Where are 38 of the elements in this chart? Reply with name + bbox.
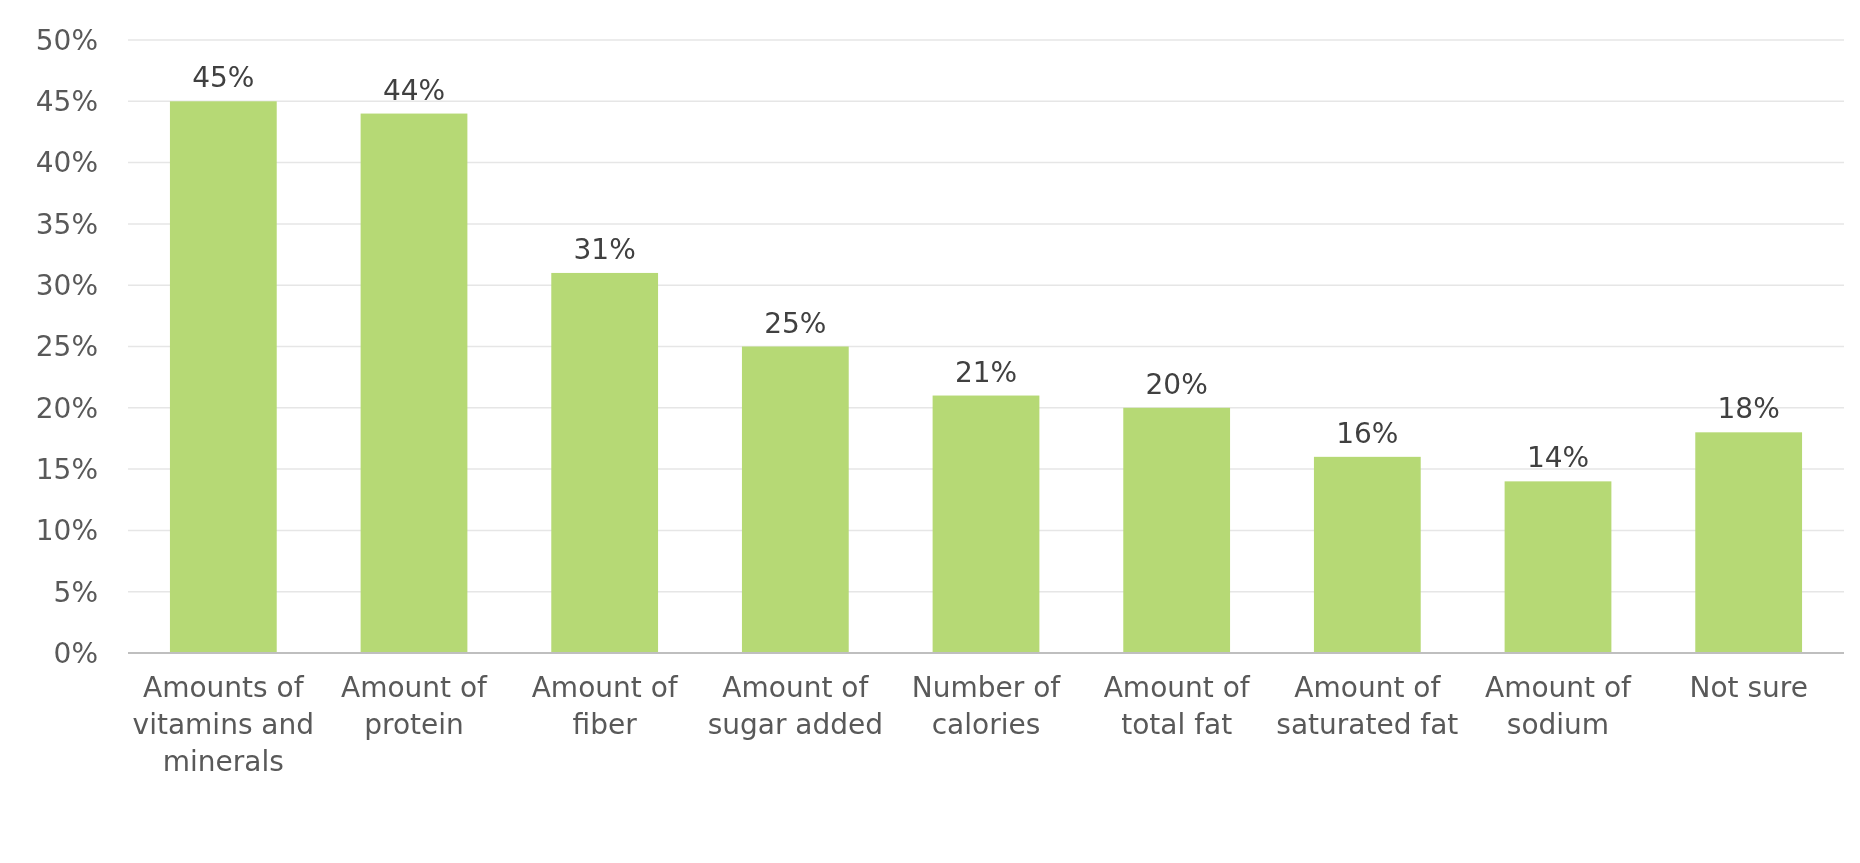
- y-tick-label: 40%: [35, 146, 98, 180]
- x-tick-label: Amount of total fat: [1103, 671, 1251, 741]
- y-tick-label: 30%: [35, 269, 98, 302]
- data-label: 18%: [1717, 392, 1780, 426]
- bar: [1695, 432, 1803, 653]
- bar: [741, 346, 849, 653]
- y-tick-label: 25%: [35, 330, 98, 364]
- y-tick-label: 35%: [35, 207, 98, 241]
- data-label: 44%: [382, 73, 446, 107]
- x-tick-label: Amount of fiber: [531, 671, 679, 741]
- x-tick-label: Number of calories: [911, 671, 1062, 741]
- y-tick-label: 45%: [35, 85, 98, 119]
- bar: [551, 272, 659, 653]
- x-tick-label: Amount of saturated fat: [1276, 671, 1459, 741]
- data-label: 16%: [1336, 416, 1399, 450]
- y-tick-label: 50%: [35, 23, 98, 57]
- x-tick-label: Not sure: [1689, 671, 1808, 704]
- bar: [1504, 481, 1612, 653]
- y-tick-label: 5%: [53, 575, 98, 609]
- data-label: 14%: [1526, 441, 1590, 475]
- bar: [360, 113, 468, 653]
- bar: [932, 395, 1040, 653]
- bar: [169, 101, 277, 653]
- data-label: 20%: [1145, 367, 1208, 401]
- x-tick-label: Amount of protein: [341, 671, 489, 741]
- data-label: 45%: [192, 61, 255, 95]
- data-label: 31%: [573, 232, 636, 266]
- bar: [1313, 456, 1421, 653]
- data-label: 25%: [764, 306, 827, 340]
- y-tick-label: 10%: [35, 514, 98, 548]
- data-label: 21%: [954, 355, 1018, 389]
- x-tick-label: Amounts of vitamins and minerals: [132, 671, 315, 778]
- x-tick-label: Amount of sodium: [1485, 671, 1633, 741]
- y-tick-label: 20%: [35, 391, 98, 425]
- y-tick-label: 0%: [53, 636, 98, 670]
- y-tick-label: 15%: [35, 452, 98, 486]
- x-tick-label: Amount of sugar added: [707, 671, 884, 741]
- bar: [1123, 407, 1231, 653]
